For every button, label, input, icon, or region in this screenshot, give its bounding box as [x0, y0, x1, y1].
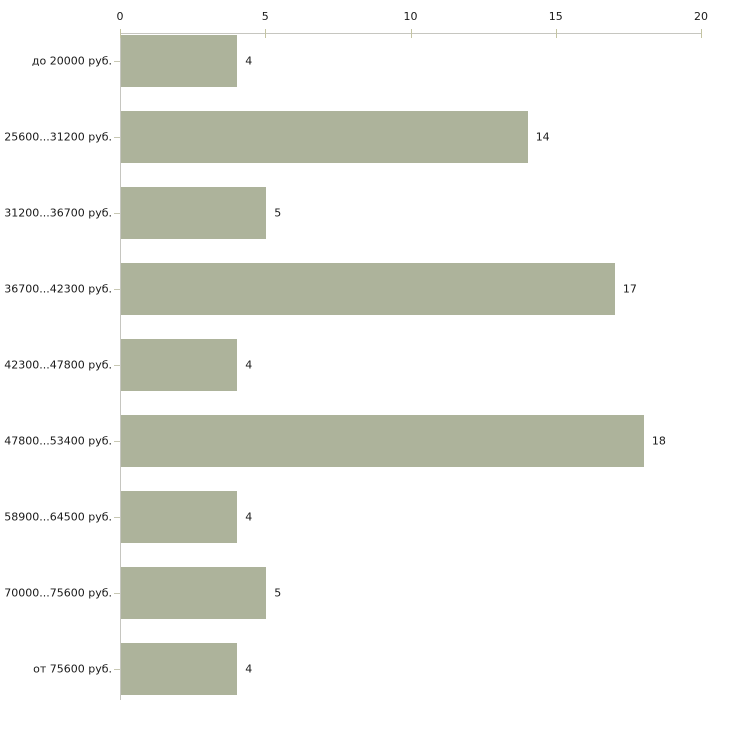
category-label: 36700...42300 руб.: [4, 282, 112, 296]
bar: [121, 567, 267, 619]
category-label: 25600...31200 руб.: [4, 130, 112, 144]
x-axis-tick-label: 10: [403, 10, 418, 23]
x-axis-tick-mark: [555, 29, 557, 38]
category-label: от 75600 руб.: [33, 662, 112, 676]
bar: [121, 35, 238, 87]
x-axis-tick-label: 20: [694, 10, 708, 23]
x-axis-tick-mark: [410, 29, 412, 38]
bar: [121, 339, 238, 391]
value-label: 4: [245, 510, 253, 524]
x-axis-tick-label: 0: [116, 10, 124, 23]
value-label: 14: [535, 130, 550, 144]
bar: [121, 263, 615, 315]
value-label: 17: [622, 282, 637, 296]
y-axis-tick-mark: [114, 289, 120, 290]
x-axis-tick-label: 15: [548, 10, 563, 23]
y-axis-tick-mark: [114, 137, 120, 138]
bar: [121, 187, 267, 239]
y-axis-line: [120, 33, 121, 700]
y-axis-tick-mark: [114, 669, 120, 670]
bar: [121, 415, 644, 467]
y-axis-tick-mark: [114, 61, 120, 62]
category-label: 58900...64500 руб.: [4, 510, 112, 524]
category-label: 70000...75600 руб.: [4, 586, 112, 600]
bar: [121, 491, 238, 543]
category-label: до 20000 руб.: [31, 54, 112, 68]
y-axis-tick-mark: [114, 213, 120, 214]
x-axis-tick-mark: [120, 29, 121, 38]
bar: [121, 111, 528, 163]
value-label: 4: [245, 54, 253, 68]
category-label: 47800...53400 руб.: [4, 434, 112, 448]
y-axis-tick-mark: [114, 593, 120, 594]
x-axis-tick-mark: [701, 29, 702, 38]
x-axis-tick-mark: [265, 29, 267, 38]
bar: [121, 643, 238, 695]
value-label: 18: [651, 434, 666, 448]
y-axis-tick-mark: [114, 517, 120, 518]
value-label: 4: [245, 662, 253, 676]
x-axis-tick-label: 5: [261, 10, 269, 23]
y-axis-tick-mark: [114, 365, 120, 366]
value-label: 5: [274, 586, 282, 600]
value-label: 4: [245, 358, 253, 372]
category-label: 42300...47800 руб.: [4, 358, 112, 372]
value-label: 5: [274, 206, 282, 220]
category-label: 31200...36700 руб.: [4, 206, 112, 220]
y-axis-tick-mark: [114, 441, 120, 442]
